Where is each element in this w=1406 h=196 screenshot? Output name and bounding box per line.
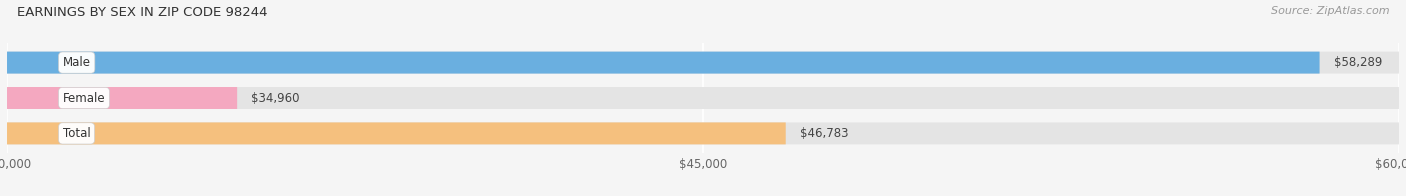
Text: $34,960: $34,960 [252, 92, 299, 104]
Text: Female: Female [63, 92, 105, 104]
Text: Male: Male [63, 56, 91, 69]
Text: $46,783: $46,783 [800, 127, 848, 140]
Text: Total: Total [63, 127, 90, 140]
FancyBboxPatch shape [7, 87, 1399, 109]
FancyBboxPatch shape [7, 52, 1399, 74]
Text: Source: ZipAtlas.com: Source: ZipAtlas.com [1271, 6, 1389, 16]
Text: EARNINGS BY SEX IN ZIP CODE 98244: EARNINGS BY SEX IN ZIP CODE 98244 [17, 6, 267, 19]
Text: $58,289: $58,289 [1333, 56, 1382, 69]
FancyBboxPatch shape [7, 122, 1399, 144]
FancyBboxPatch shape [7, 87, 238, 109]
FancyBboxPatch shape [7, 52, 1320, 74]
FancyBboxPatch shape [7, 122, 786, 144]
